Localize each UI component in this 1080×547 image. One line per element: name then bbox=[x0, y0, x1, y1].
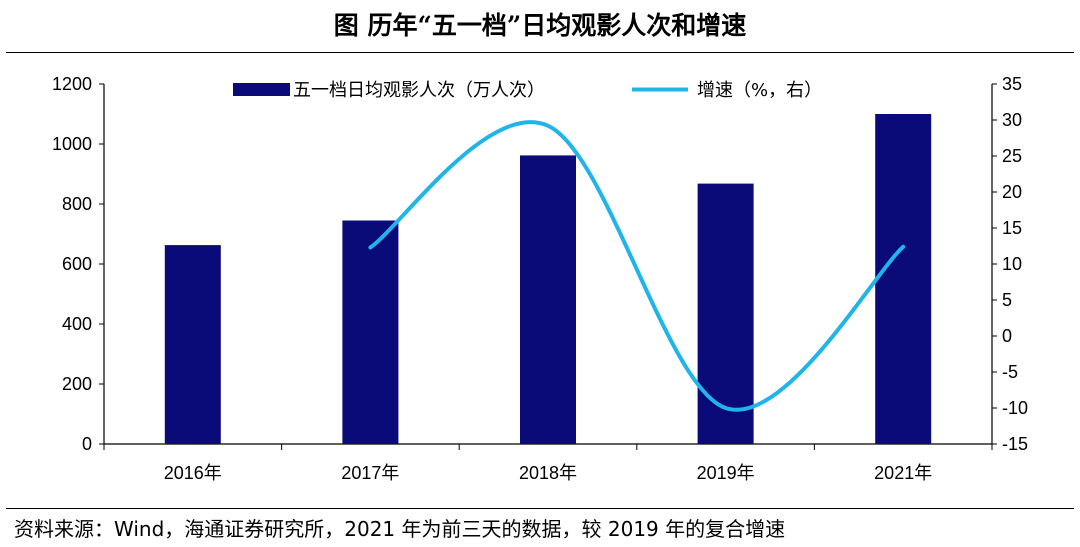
bar-series bbox=[164, 114, 932, 444]
x-tick-label: 2018年 bbox=[519, 463, 577, 483]
y-right-tick-label: 5 bbox=[1002, 290, 1012, 310]
growth-line bbox=[368, 120, 906, 412]
y-right-tick-label: 0 bbox=[1002, 326, 1012, 346]
y-left-tick-label: 600 bbox=[62, 254, 92, 274]
y-right-tick-label: 25 bbox=[1002, 146, 1022, 166]
x-tick-label: 2016年 bbox=[164, 463, 222, 483]
y-right-tick-label: 20 bbox=[1002, 182, 1022, 202]
y-left-tick-label: 800 bbox=[62, 194, 92, 214]
chart-title: 图 历年“五一档”日均观影人次和增速 bbox=[333, 11, 747, 40]
y-left-tick-label: 1000 bbox=[52, 134, 92, 154]
bar-2018年 bbox=[520, 155, 576, 444]
bar-2019年 bbox=[697, 183, 754, 444]
title-divider bbox=[6, 52, 1074, 53]
y-right-tick-label: 30 bbox=[1002, 110, 1022, 130]
y-left-tick-label: 400 bbox=[62, 314, 92, 334]
y-right-tick-label: -15 bbox=[1002, 434, 1028, 454]
y-right-tick-label: 35 bbox=[1002, 74, 1022, 94]
y-right-tick-label: 10 bbox=[1002, 254, 1022, 274]
y-left-tick-label: 0 bbox=[82, 434, 92, 454]
chart-svg: 0 200 400 600 800 1000 1200 -15 -10 -5 0 5 10 15 20 25 3… bbox=[52, 74, 1028, 483]
x-tick-label: 2017年 bbox=[341, 463, 399, 483]
legend-bar-swatch bbox=[233, 83, 290, 96]
y-left-tick-label: 200 bbox=[62, 374, 92, 394]
line-series bbox=[368, 120, 906, 412]
legend-line-label: 增速（%，右） bbox=[697, 80, 822, 101]
y-right-tick-label: -10 bbox=[1002, 398, 1028, 418]
y-left-tick-label: 1200 bbox=[52, 74, 92, 94]
bar-2016年 bbox=[164, 245, 221, 444]
legend-bar-label: 五一档日均观影人次（万人次） bbox=[293, 80, 545, 101]
bar-2021年 bbox=[875, 114, 932, 444]
source-note: 资料来源：Wind，海通证券研究所，2021 年为前三天的数据，较 2019 年… bbox=[14, 517, 786, 541]
axes: 0 200 400 600 800 1000 1200 -15 -10 -5 0 5 10 15 20 25 3… bbox=[52, 74, 1028, 483]
source-divider bbox=[6, 508, 1074, 509]
x-tick-label: 2021年 bbox=[874, 463, 932, 483]
legend: 五一档日均观影人次（万人次） 增速（%，右） bbox=[233, 80, 822, 101]
bar-2017年 bbox=[342, 220, 399, 444]
y-right-tick-label: 15 bbox=[1002, 218, 1022, 238]
y-right-tick-label: -5 bbox=[1002, 362, 1018, 382]
x-tick-label: 2019年 bbox=[697, 463, 755, 483]
